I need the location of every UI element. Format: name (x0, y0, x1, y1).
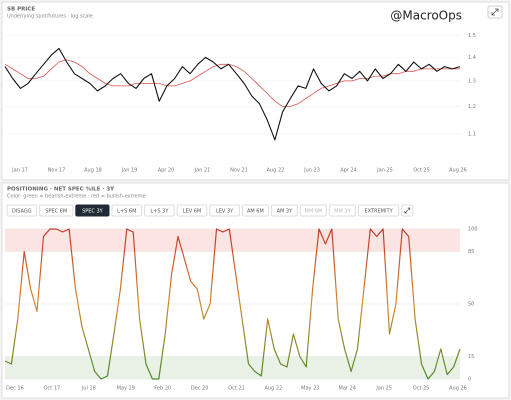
tab-button-label: AM 6M (247, 208, 264, 214)
tab-button-bg (328, 204, 356, 217)
x-tick-label: Aug 26 (449, 168, 467, 174)
tab-button[interactable]: SPEC 6M (39, 204, 74, 217)
tab-button[interactable]: EXTREMITY (357, 204, 400, 217)
positioning-subtitle: Color: green = bearish-extreme · red = b… (7, 194, 146, 200)
watermark: @MacroOps (390, 9, 462, 23)
tab-button: MM 3Y (328, 204, 356, 217)
tab-button-bg (176, 204, 208, 217)
expand-icon-glyph (404, 207, 411, 214)
price-line (4, 47, 461, 141)
percentile-line (4, 228, 461, 380)
extreme-zone (5, 356, 460, 379)
x-tick-label: Jan 25 (376, 168, 393, 174)
y-tick-label: 0 (468, 377, 471, 383)
x-tick-label: Dec 20 (191, 386, 209, 392)
x-tick-label: Apr 24 (340, 168, 357, 174)
y-tick-label: 1.2 (468, 104, 476, 110)
tab-button-bg (209, 204, 240, 217)
y-tick-label: 50 (468, 302, 474, 308)
x-tick-label: Jan 21 (194, 168, 211, 174)
tab-button-bg (241, 204, 269, 217)
expand-icon[interactable] (401, 204, 414, 217)
tab-button-bg (270, 204, 298, 217)
x-tick-label: Aug 26 (449, 386, 467, 392)
price-subtitle: Underlying spot/futures · log scale (7, 14, 93, 20)
x-tick-label: Oct 25 (413, 168, 430, 174)
tab-button: MM 6M (299, 204, 327, 217)
tab-button[interactable]: SPEC 3Y (75, 204, 110, 217)
y-tick-label: 15 (468, 354, 474, 360)
tab-button[interactable]: LEV 3Y (209, 204, 240, 217)
x-tick-label: Nov 21 (230, 168, 248, 174)
tab-button-bg (39, 204, 74, 217)
tab-button-label: L+S 6M (117, 208, 136, 214)
x-tick-label: Oct 25 (413, 386, 430, 392)
tab-button[interactable]: LEV 6M (176, 204, 208, 217)
x-tick-label: May 19 (117, 386, 135, 392)
tab-button-label: EXTREMITY (365, 208, 394, 214)
tab-button-label: LEV 6M (183, 208, 201, 214)
tab-button-label: MM 6M (305, 208, 323, 214)
tab-button-label: AM 3Y (277, 208, 294, 214)
moving-average-line (4, 59, 460, 107)
tab-button-label: L+S 3Y (150, 208, 169, 214)
y-tick-label: 85 (468, 249, 474, 255)
tab-button-bg (75, 204, 110, 217)
x-tick-label: Apr 20 (158, 168, 175, 174)
x-tick-label: Jan 17 (11, 168, 28, 174)
x-tick-label: Oct 17 (44, 386, 61, 392)
x-tick-label: Dec 16 (6, 386, 24, 392)
x-tick-label: Jun 23 (303, 168, 320, 174)
y-tick-label: 1.1 (468, 132, 476, 138)
tab-button-bg (357, 204, 400, 217)
y-tick-label: 1.4 (468, 55, 476, 61)
x-tick-label: Jan 19 (121, 168, 138, 174)
price-card (1, 1, 510, 181)
x-tick-label: Jan 25 (375, 386, 392, 392)
x-tick-label: May 23 (301, 386, 319, 392)
tab-button-label: LEV 3Y (216, 208, 234, 214)
tab-button-label: MM 3Y (334, 208, 351, 214)
tab-button-label: SPEC 6M (45, 208, 67, 214)
tab-button-label: DISAGG (12, 208, 32, 214)
tab-button[interactable]: L+S 6M (111, 204, 143, 217)
x-tick-label: Aug 18 (84, 168, 102, 174)
x-tick-label: Aug 22 (267, 168, 285, 174)
x-tick-label: Oct 21 (228, 386, 245, 392)
y-tick-label: 1.3 (468, 78, 476, 84)
tab-button-bg (6, 204, 38, 217)
x-tick-label: Nov 17 (48, 168, 66, 174)
x-tick-label: Aug 22 (265, 386, 283, 392)
tab-button[interactable]: AM 6M (241, 204, 269, 217)
tab-button[interactable]: DISAGG (6, 204, 38, 217)
tab-button[interactable]: L+S 3Y (144, 204, 175, 217)
tab-button-label: SPEC 3Y (82, 208, 104, 214)
price-title: SB PRICE (7, 7, 35, 13)
x-tick-label: Feb 20 (154, 386, 171, 392)
y-tick-label: 1.5 (468, 33, 476, 39)
tab-button-bg (111, 204, 143, 217)
x-tick-label: Mar 24 (339, 386, 356, 392)
tab-button[interactable]: AM 3Y (270, 204, 298, 217)
expand-icon[interactable] (487, 5, 503, 19)
extreme-zone (5, 229, 460, 252)
positioning-title: POSITIONING · NET SPEC %ILE · 3Y (7, 187, 115, 193)
tab-button-bg (144, 204, 175, 217)
tab-button-bg (299, 204, 327, 217)
y-tick-label: 100 (468, 227, 478, 233)
x-tick-label: Jul 18 (81, 386, 96, 392)
